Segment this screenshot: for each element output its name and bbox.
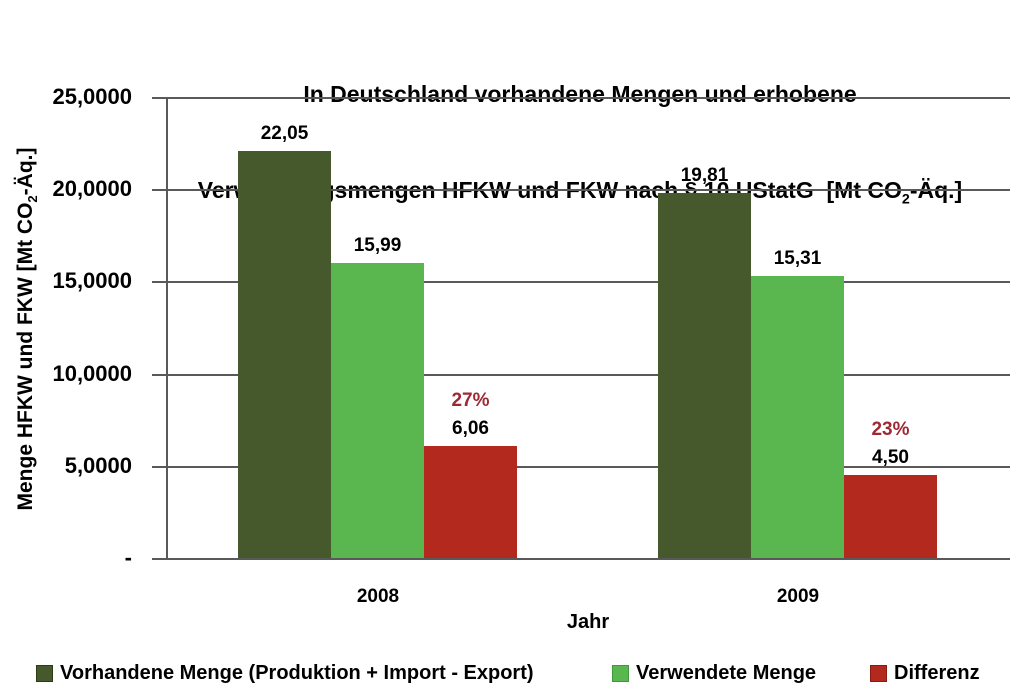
bar-differenz-2009 (844, 475, 937, 558)
y-tick-mark (152, 189, 166, 191)
y-tick-label: 10,0000 (52, 361, 132, 386)
y-tick-mark (152, 374, 166, 376)
y-tick-label: 25,0000 (52, 84, 132, 109)
gridline (166, 97, 1010, 99)
legend-swatch-verwendete-menge-icon (612, 664, 629, 682)
legend-label-vorhandene-menge: Vorhandene Menge (Produktion + Import - … (60, 661, 534, 684)
legend-item-differenz: Differenz (870, 661, 980, 685)
y-tick-mark (152, 466, 166, 468)
y-tick-label: - (124, 545, 132, 570)
value-label-verwendete-menge-2008: 15,99 (353, 235, 402, 256)
y-tick-mark (152, 281, 166, 283)
y-axis-line (166, 97, 168, 560)
legend-label-verwendete-menge: Verwendete Menge (636, 661, 817, 684)
gridline (166, 374, 1010, 376)
gridline (166, 466, 1010, 468)
gridline (166, 558, 1010, 560)
y-tick-label: 15,0000 (52, 268, 132, 293)
bar-vorhandene-menge-2008 (238, 151, 331, 558)
bar-verwendete-menge-2009 (751, 276, 844, 558)
legend-label-differenz: Differenz (894, 661, 980, 684)
y-tick-mark (152, 558, 166, 560)
chart-title-line1: In Deutschland vorhandene Mengen und erh… (303, 81, 857, 107)
legend-item-verwendete-menge: Verwendete Menge (612, 661, 816, 685)
value-label-verwendete-menge-2009: 15,31 (773, 248, 822, 269)
pct-label-2008: 27% (451, 390, 490, 411)
bar-differenz-2008 (424, 446, 517, 558)
value-label-differenz-2008: 6,06 (452, 418, 489, 439)
gridline (166, 281, 1010, 283)
y-tick-label: 5,0000 (64, 453, 132, 478)
co2-subscript: 2 (901, 191, 910, 208)
pct-label-2009: 23% (871, 419, 910, 440)
value-label-vorhandene-menge-2008: 22,05 (260, 123, 309, 144)
x-tick-label-2009: 2009 (776, 586, 820, 607)
bar-vorhandene-menge-2009 (658, 193, 751, 558)
legend-item-vorhandene-menge: Vorhandene Menge (Produktion + Import - … (36, 661, 534, 685)
y-tick-mark (152, 97, 166, 99)
gridline (166, 189, 1010, 191)
x-axis-title: Jahr (566, 611, 610, 633)
legend-swatch-vorhandene-menge-icon (36, 664, 53, 682)
value-label-vorhandene-menge-2009: 19,81 (680, 165, 729, 186)
x-tick-label-2008: 2008 (356, 586, 400, 607)
plot-area: 22,05 15,99 6,06 27% 19,81 15,31 4,50 23% (152, 97, 1010, 560)
legend-swatch-differenz-icon (870, 664, 887, 682)
value-label-differenz-2009: 4,50 (872, 447, 909, 468)
y-tick-label: 20,0000 (52, 176, 132, 201)
bar-verwendete-menge-2008 (331, 263, 424, 558)
